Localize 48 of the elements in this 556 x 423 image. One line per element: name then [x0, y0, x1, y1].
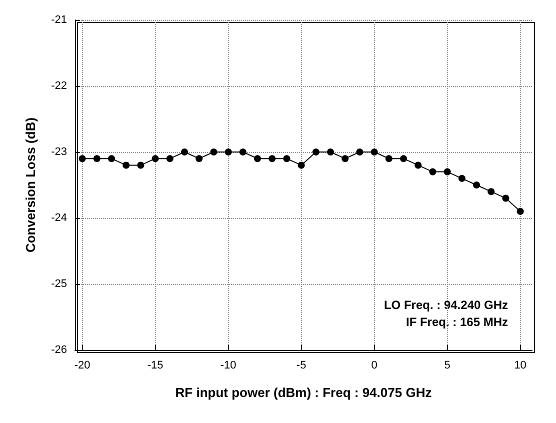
y-tick-label: -26 [51, 344, 67, 356]
point [385, 155, 392, 162]
point [488, 188, 495, 196]
y-tick-label: -23 [51, 146, 67, 158]
point [400, 155, 408, 162]
point [166, 155, 174, 162]
x-tick-label: 0 [371, 360, 378, 372]
point [342, 155, 349, 162]
y-tick-label: -22 [51, 80, 67, 92]
point [414, 162, 422, 169]
point [458, 174, 466, 182]
point [152, 155, 159, 162]
x-tick-label: -5 [296, 360, 306, 372]
x-tick-label: -10 [220, 360, 236, 372]
point [298, 162, 305, 169]
y-tick-label: -21 [51, 14, 67, 26]
x-tick-label: 5 [444, 360, 450, 372]
point [283, 155, 290, 162]
annotation: IF Freq. : 165 MHz [406, 315, 508, 329]
point [181, 148, 188, 156]
point [516, 208, 524, 215]
x-axis-title: RF input power (dBm) : Freq : 94.075 GHz [175, 385, 432, 400]
annotation: LO Freq. : 94.240 GHz [384, 298, 508, 312]
x-tick-label: -20 [74, 360, 90, 372]
point [268, 155, 276, 162]
point [196, 155, 203, 162]
point [473, 182, 480, 188]
point [224, 148, 232, 156]
point [356, 148, 364, 156]
point [93, 155, 100, 162]
y-tick-label: -25 [51, 278, 67, 290]
point [210, 148, 218, 156]
point [502, 194, 510, 202]
x-tick-label: 10 [514, 360, 526, 372]
point [78, 155, 86, 162]
point [370, 148, 378, 156]
point [444, 168, 451, 176]
point [429, 168, 436, 176]
point [239, 148, 246, 156]
y-tick-label: -24 [51, 212, 67, 224]
point [254, 155, 262, 162]
point [122, 162, 130, 169]
point [312, 148, 320, 156]
point [137, 162, 144, 169]
x-tick-label: -15 [147, 360, 164, 372]
point [327, 148, 334, 156]
y-axis-title: Conversion Loss (dB) [23, 117, 38, 253]
point [108, 155, 115, 162]
